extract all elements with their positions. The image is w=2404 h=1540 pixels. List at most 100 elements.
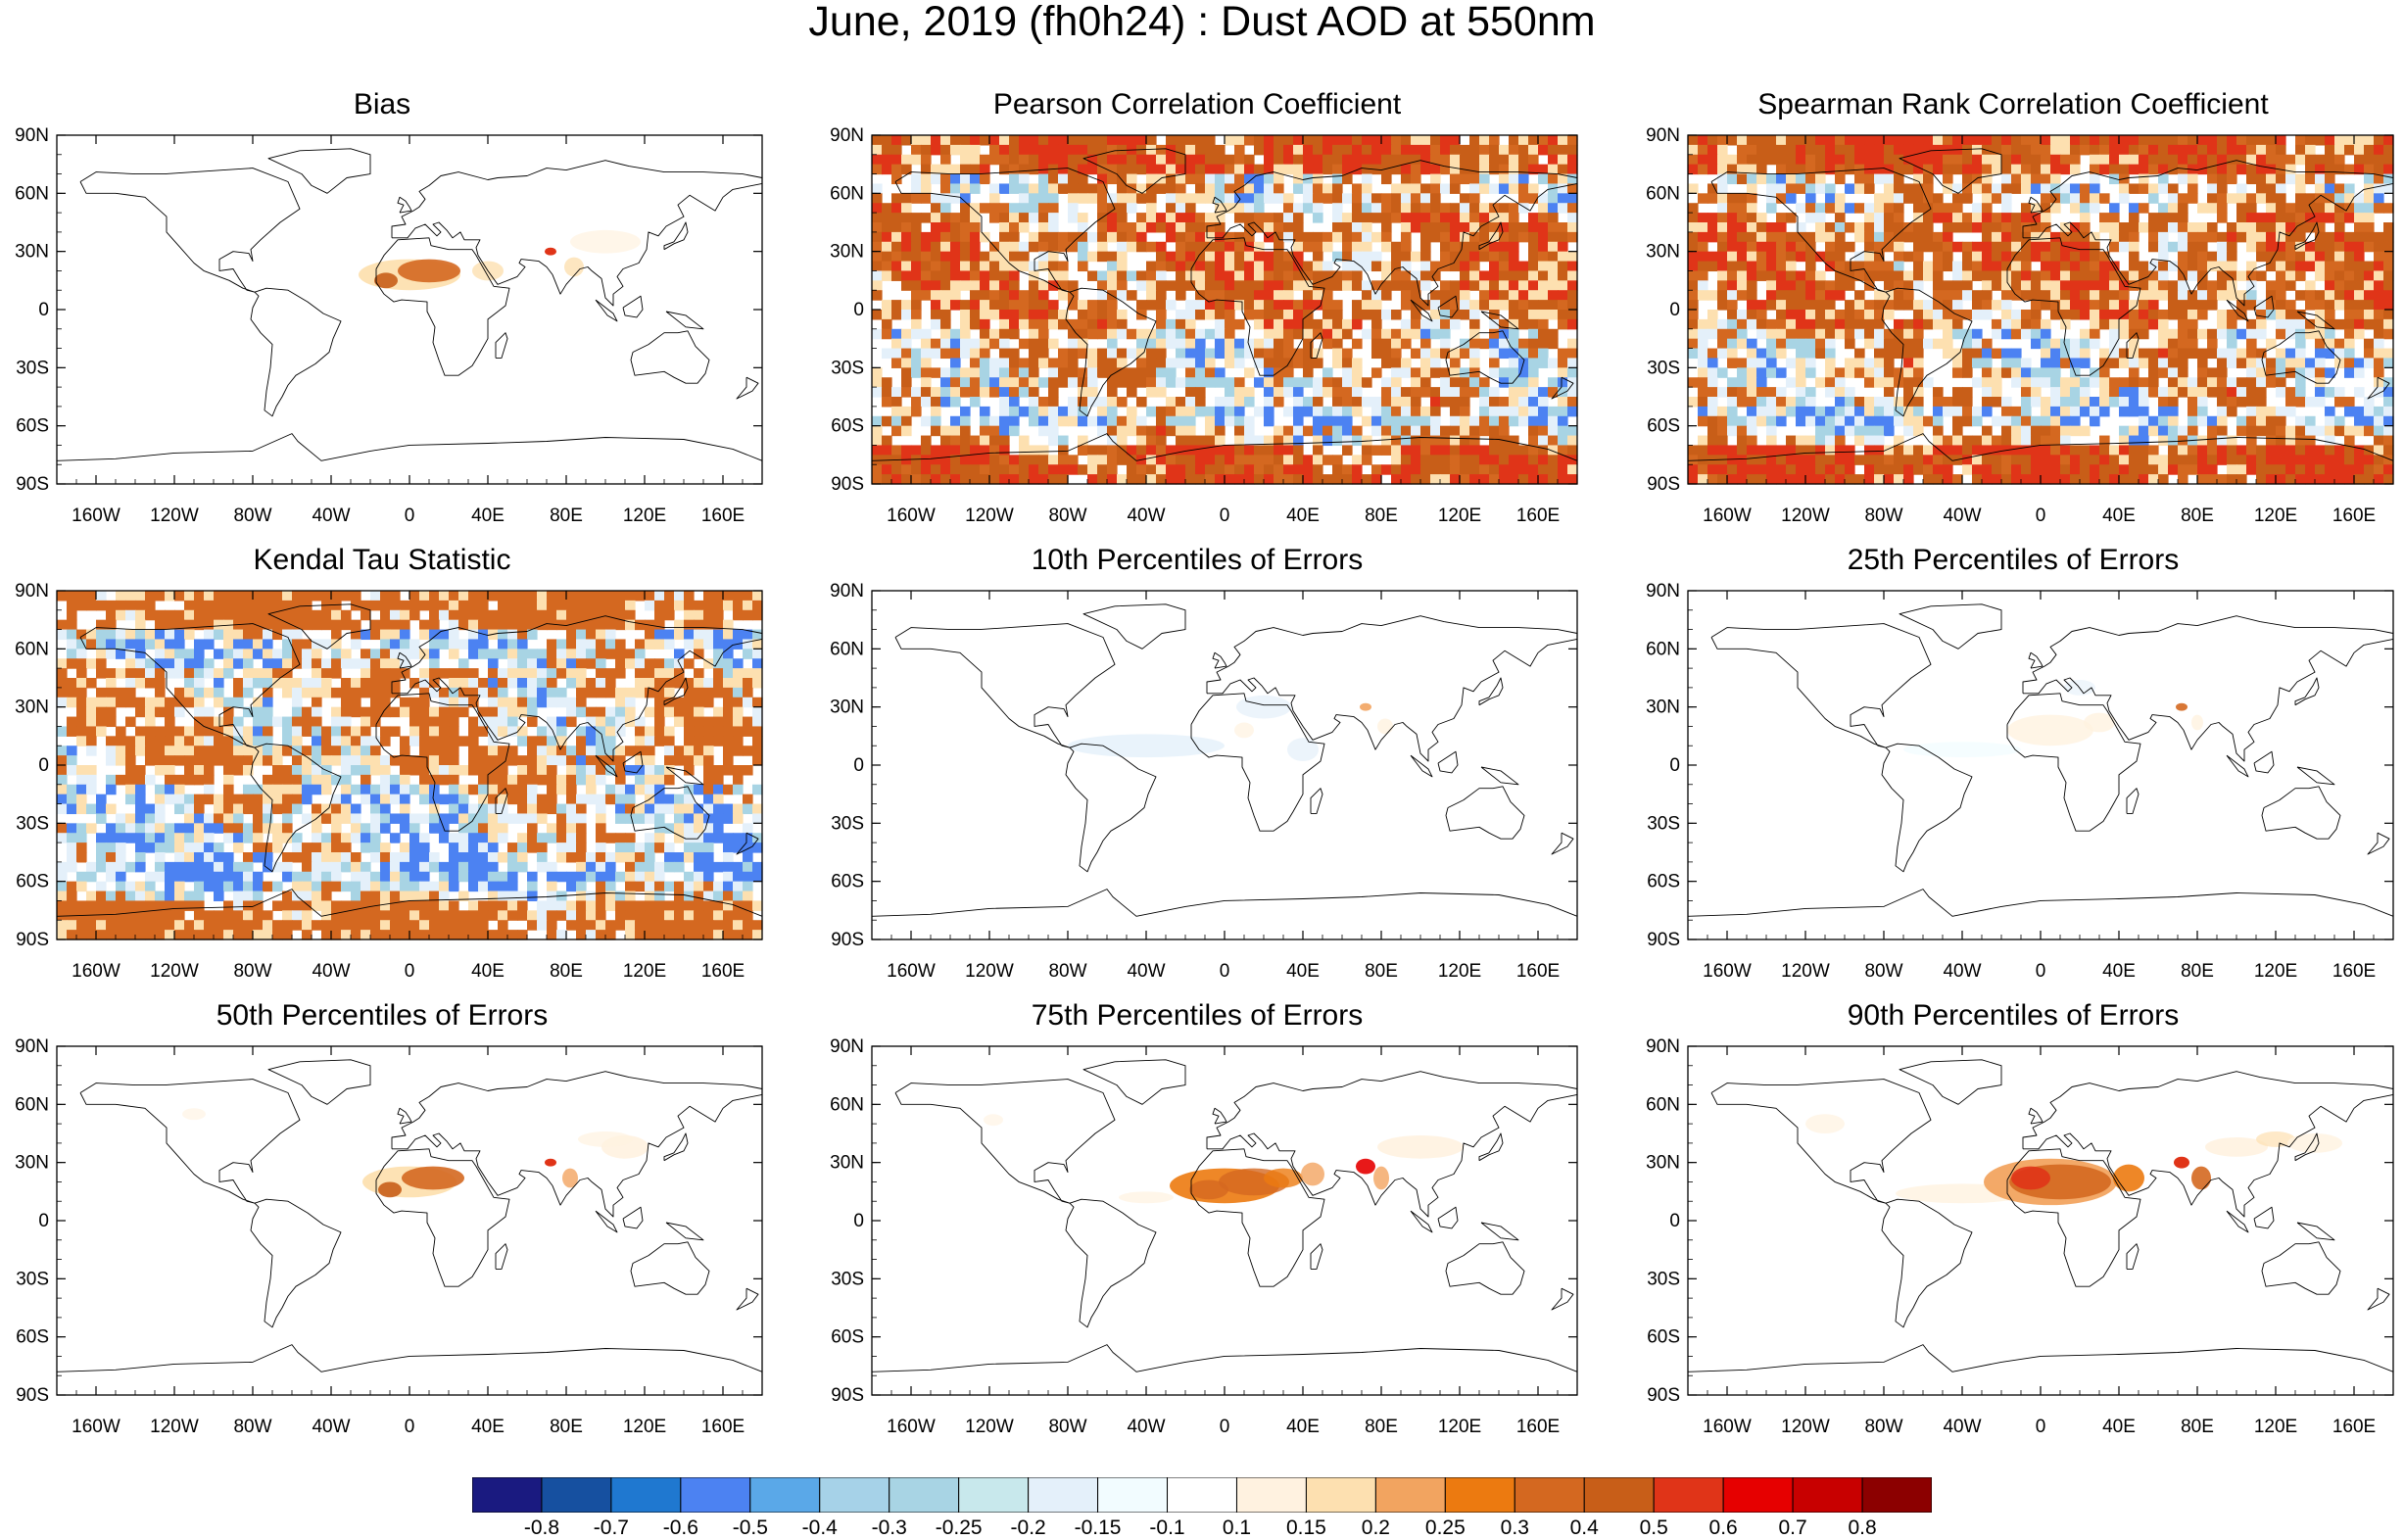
field-patch — [2113, 1165, 2144, 1192]
lat-label: 60N — [15, 183, 49, 204]
colorbar-swatch — [1029, 1477, 1098, 1513]
lat-label: 60N — [830, 1094, 864, 1115]
lon-label: 0 — [1220, 1417, 1230, 1437]
colorbar — [472, 1477, 1932, 1513]
lon-label: 160W — [72, 505, 120, 526]
colorbar-swatch — [472, 1477, 542, 1513]
lon-label: 160W — [1703, 961, 1752, 982]
lat-label: 90S — [16, 1385, 49, 1406]
lat-label: 90N — [1646, 581, 1680, 602]
lon-label: 80E — [550, 961, 583, 982]
lat-label: 30S — [16, 1269, 49, 1289]
lon-label: 40E — [1286, 1417, 1320, 1437]
colorbar-label: -0.25 — [936, 1516, 983, 1540]
colorbar-swatch — [959, 1477, 1029, 1513]
field-patch — [378, 1181, 402, 1197]
colorbar-label: 0.15 — [1286, 1516, 1326, 1540]
colorbar-label: -0.2 — [1011, 1516, 1046, 1540]
lon-label: 80E — [550, 505, 583, 526]
lat-label: 30S — [1647, 813, 1680, 834]
lat-label: 60N — [1646, 183, 1680, 204]
lon-label: 80W — [1864, 505, 1902, 526]
field-patch — [564, 258, 584, 277]
lon-label: 120E — [1438, 505, 1481, 526]
colorbar-swatch — [542, 1477, 611, 1513]
lat-label: 90N — [1646, 1036, 1680, 1057]
lon-label: 80W — [233, 1417, 271, 1437]
lon-label: 120E — [1438, 1417, 1481, 1437]
lat-label: 60S — [831, 872, 864, 892]
lon-label: 160E — [2332, 1417, 2376, 1437]
lon-label: 80W — [233, 505, 271, 526]
lon-label: 40W — [1127, 1417, 1165, 1437]
colorbar-swatch — [1654, 1477, 1723, 1513]
lon-label: 0 — [2036, 505, 2046, 526]
lon-label: 80W — [1864, 1417, 1902, 1437]
colorbar-swatch — [750, 1477, 820, 1513]
colorbar-swatch — [820, 1477, 889, 1513]
lat-label: 30N — [830, 242, 864, 263]
lon-label: 80E — [550, 1417, 583, 1437]
colorbar-label: 0.3 — [1501, 1516, 1529, 1540]
lat-label: 90N — [830, 125, 864, 146]
lat-label: 60S — [16, 416, 49, 437]
colorbar-label: -0.6 — [663, 1516, 698, 1540]
lat-label: 0 — [1669, 755, 1680, 776]
lon-label: 120W — [1781, 961, 1830, 982]
lon-label: 40W — [1943, 961, 1981, 982]
lon-label: 160W — [1703, 1417, 1752, 1437]
field-patch — [402, 1167, 464, 1190]
colorbar-label: -0.3 — [872, 1516, 907, 1540]
lat-label: 90N — [830, 1036, 864, 1057]
lat-label: 30S — [1647, 358, 1680, 378]
lon-label: 120W — [965, 505, 1014, 526]
lon-label: 0 — [2036, 961, 2046, 982]
lon-label: 40E — [471, 505, 505, 526]
lon-label: 120E — [1438, 961, 1481, 982]
field-patch — [545, 1159, 556, 1167]
lon-label: 40W — [312, 1417, 350, 1437]
field-patch — [984, 1114, 1003, 1126]
lon-label: 40W — [1127, 961, 1165, 982]
map-background — [57, 1046, 762, 1395]
lon-label: 80E — [1365, 961, 1398, 982]
field-patch — [2191, 715, 2203, 731]
panel-title: 90th Percentiles of Errors — [1631, 999, 2395, 1033]
colorbar-label: -0.5 — [733, 1516, 768, 1540]
lat-label: 30N — [830, 698, 864, 718]
lon-label: 120E — [2254, 961, 2297, 982]
lat-label: 60N — [830, 639, 864, 659]
lat-label: 60S — [831, 416, 864, 437]
colorbar-label: -0.1 — [1149, 1516, 1184, 1540]
field-patch — [374, 272, 398, 288]
lon-label: 80E — [1365, 1417, 1398, 1437]
lat-label: 60S — [16, 872, 49, 892]
colorbar-swatch — [1306, 1477, 1375, 1513]
lat-label: 90S — [1647, 474, 1680, 495]
lon-label: 0 — [2036, 1417, 2046, 1437]
lon-label: 160E — [1516, 1417, 1560, 1437]
lon-label: 160E — [1516, 505, 1560, 526]
lat-label: 0 — [1669, 1211, 1680, 1231]
colorbar-label: 0.8 — [1848, 1516, 1876, 1540]
lon-label: 40W — [1943, 505, 1981, 526]
lon-label: 160W — [72, 961, 120, 982]
lat-label: 0 — [853, 300, 864, 320]
lon-label: 120E — [623, 505, 666, 526]
lat-label: 90N — [1646, 125, 1680, 146]
field-patch — [578, 1131, 633, 1147]
lat-label: 60S — [1647, 1327, 1680, 1348]
colorbar-swatch — [889, 1477, 959, 1513]
field-patch — [1189, 1179, 1228, 1199]
colorbar-swatch — [611, 1477, 681, 1513]
field-patch — [1234, 722, 1254, 738]
lon-label: 160W — [72, 1417, 120, 1437]
